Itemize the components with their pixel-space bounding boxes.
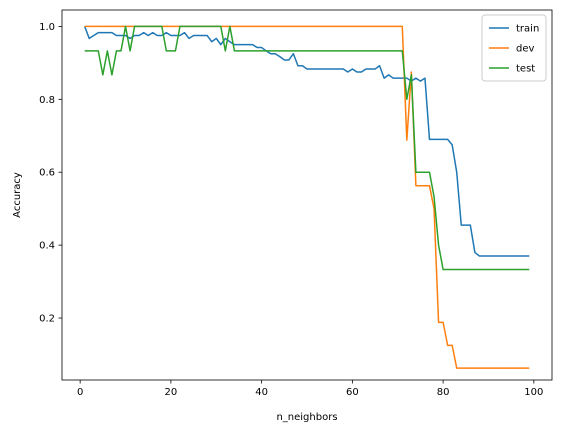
x-tick-label: 60 (346, 387, 359, 398)
y-tick-label: 0.2 (39, 314, 55, 325)
x-tick-label: 20 (165, 387, 178, 398)
y-axis-label: Accuracy (12, 172, 23, 218)
series-line-test (84, 25, 530, 271)
y-tick-label: 0.6 (39, 168, 55, 179)
series-line-dev (84, 25, 530, 369)
legend-label-train: train (516, 24, 539, 35)
y-tick-label: 0.4 (39, 241, 55, 252)
legend-label-test: test (516, 64, 535, 75)
plot-background (62, 10, 552, 380)
x-axis: 0 20 40 60 80 100 (77, 380, 543, 398)
x-tick-label: 100 (524, 387, 543, 398)
x-axis-label: n_neighbors (276, 412, 337, 423)
series-line-train (83, 26, 530, 257)
legend-box (481, 14, 547, 82)
x-tick-label: 0 (77, 387, 83, 398)
plot-frame (61, 9, 553, 381)
legend-label-dev: dev (516, 44, 535, 55)
legend: train dev test (481, 14, 547, 82)
y-tick-label: 0.8 (39, 95, 55, 106)
y-tick-label: 1.0 (39, 22, 55, 33)
x-tick-label: 80 (437, 387, 450, 398)
x-tick-label: 40 (255, 387, 268, 398)
series-layer (83, 25, 530, 369)
y-axis: 0.2 0.4 0.6 0.8 1.0 (39, 22, 62, 325)
